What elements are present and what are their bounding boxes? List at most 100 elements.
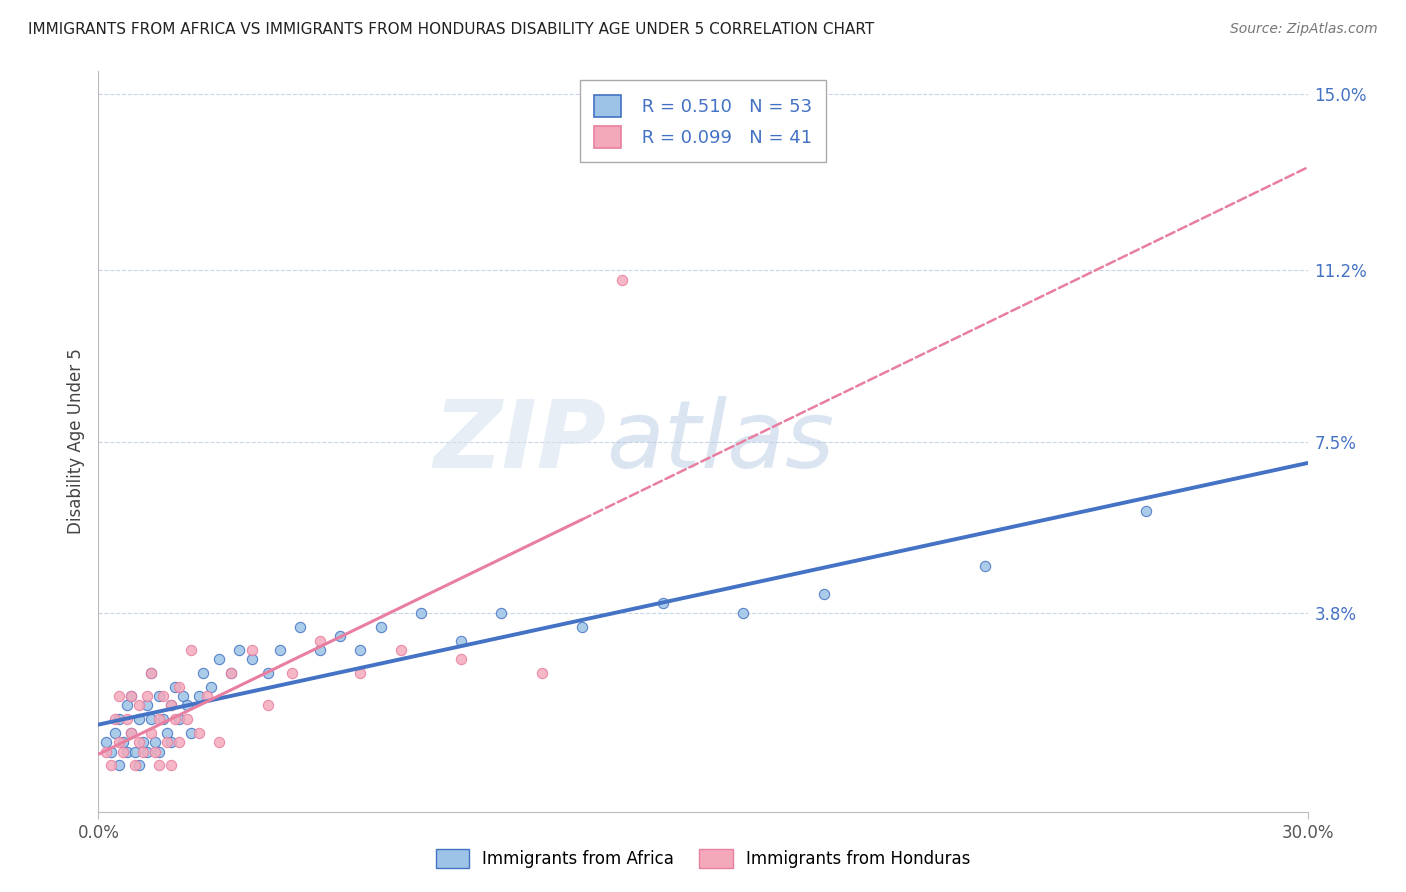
Point [256,698,278,713]
Point [132,745,155,759]
Point [160,735,183,749]
Point [128,712,150,726]
Point [160,698,183,713]
Point [733,606,755,620]
Point [103,712,125,726]
Point [349,642,371,657]
Point [139,726,162,740]
Point [370,619,392,633]
Point [160,698,183,713]
Point [152,689,174,703]
Point [111,735,134,749]
Point [124,745,146,759]
Point [409,606,432,620]
Point [115,712,138,726]
Y-axis label: Disability Age Under 5: Disability Age Under 5 [66,349,84,534]
Point [974,559,997,574]
Point [148,745,170,759]
Point [100,758,122,772]
Text: IMMIGRANTS FROM AFRICA VS IMMIGRANTS FROM HONDURAS DISABILITY AGE UNDER 5 CORREL: IMMIGRANTS FROM AFRICA VS IMMIGRANTS FRO… [28,22,875,37]
Point [152,712,174,726]
Point [193,665,215,680]
Point [163,712,186,726]
Point [176,712,198,726]
Point [329,629,352,643]
Point [148,689,170,703]
Point [188,726,211,740]
Point [172,689,194,703]
Point [389,642,412,657]
Point [208,652,231,666]
Point [240,652,263,666]
Point [195,689,218,703]
Point [107,735,129,749]
Point [96,735,118,749]
Point [167,680,190,694]
Point [107,712,129,726]
Point [309,633,332,648]
Point [1135,504,1157,518]
Point [450,652,472,666]
Point [107,689,129,703]
Point [288,619,311,633]
Point [120,726,142,740]
Point [120,689,142,703]
Point [139,712,162,726]
Point [240,642,263,657]
Point [143,735,166,749]
Point [143,745,166,759]
Point [139,665,162,680]
Point [450,633,472,648]
Point [176,698,198,713]
Point [349,665,371,680]
Point [107,758,129,772]
Point [128,698,150,713]
Legend: Immigrants from Africa, Immigrants from Honduras: Immigrants from Africa, Immigrants from … [429,842,977,875]
Point [120,726,142,740]
Point [103,726,125,740]
Point [221,665,243,680]
Point [120,689,142,703]
Point [111,745,134,759]
Point [135,698,157,713]
Point [135,745,157,759]
Point [188,689,211,703]
Point [115,745,138,759]
Point [128,735,150,749]
Text: ZIP: ZIP [433,395,606,488]
Point [96,745,118,759]
Point [135,689,157,703]
Point [491,606,513,620]
Text: Source: ZipAtlas.com: Source: ZipAtlas.com [1230,22,1378,37]
Point [167,712,190,726]
Point [156,735,179,749]
Point [200,680,222,694]
Point [571,619,593,633]
Point [156,726,179,740]
Point [813,587,835,601]
Point [180,642,202,657]
Point [281,665,304,680]
Point [269,642,291,657]
Point [139,665,162,680]
Point [208,735,231,749]
Point [148,758,170,772]
Point [167,735,190,749]
Point [160,758,183,772]
Point [228,642,250,657]
Point [128,758,150,772]
Point [163,680,186,694]
Point [180,726,202,740]
Point [115,698,138,713]
Text: atlas: atlas [606,396,835,487]
Point [309,642,332,657]
Point [651,597,673,611]
Point [148,712,170,726]
Point [100,745,122,759]
Legend:  R = 0.510   N = 53,  R = 0.099   N = 41: R = 0.510 N = 53, R = 0.099 N = 41 [579,80,827,162]
Point [530,665,553,680]
Point [124,758,146,772]
Point [132,735,155,749]
Point [256,665,278,680]
Point [612,272,634,286]
